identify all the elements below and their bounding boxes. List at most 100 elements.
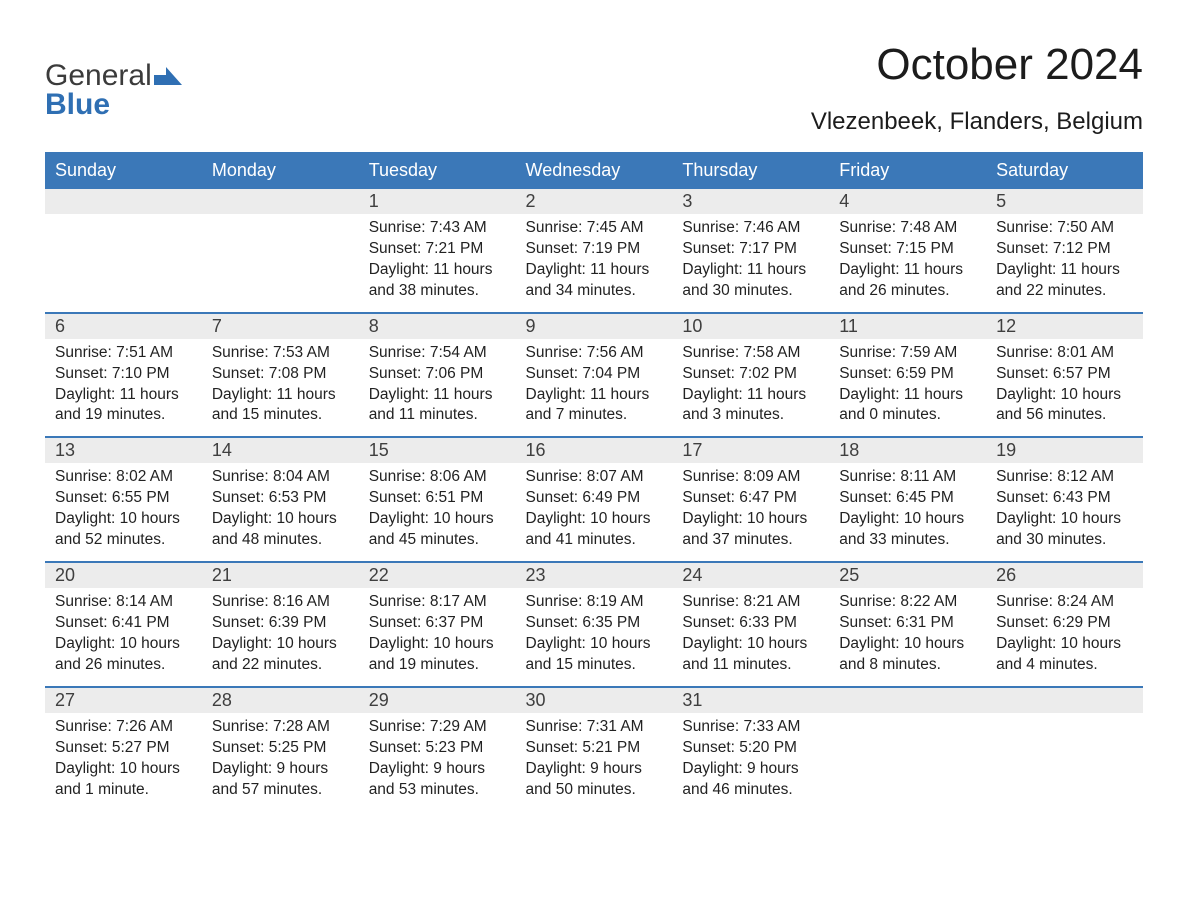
day-number-cell: 1 xyxy=(359,188,516,214)
sunrise-text: Sunrise: 7:50 AM xyxy=(996,218,1133,239)
daylight-text-2: and 41 minutes. xyxy=(526,530,663,551)
day-body-cell: Sunrise: 7:59 AMSunset: 6:59 PMDaylight:… xyxy=(829,339,986,438)
sunrise-text: Sunrise: 8:07 AM xyxy=(526,467,663,488)
sunset-text: Sunset: 6:49 PM xyxy=(526,488,663,509)
daylight-text-2: and 22 minutes. xyxy=(996,281,1133,302)
sunset-text: Sunset: 6:41 PM xyxy=(55,613,192,634)
day-number-cell xyxy=(202,188,359,214)
daylight-text-1: Daylight: 10 hours xyxy=(996,385,1133,406)
day-number: 8 xyxy=(369,316,379,336)
day-body-cell: Sunrise: 7:54 AMSunset: 7:06 PMDaylight:… xyxy=(359,339,516,438)
logo-text: General Blue xyxy=(45,62,182,119)
sunrise-text: Sunrise: 8:16 AM xyxy=(212,592,349,613)
day-body-cell: Sunrise: 7:46 AMSunset: 7:17 PMDaylight:… xyxy=(672,214,829,313)
daylight-text-1: Daylight: 10 hours xyxy=(682,509,819,530)
sunset-text: Sunset: 6:39 PM xyxy=(212,613,349,634)
sunrise-text: Sunrise: 7:28 AM xyxy=(212,717,349,738)
sunset-text: Sunset: 6:59 PM xyxy=(839,364,976,385)
page-title: October 2024 xyxy=(811,40,1143,90)
day-body-row: Sunrise: 7:43 AMSunset: 7:21 PMDaylight:… xyxy=(45,214,1143,313)
daylight-text-2: and 4 minutes. xyxy=(996,655,1133,676)
sunrise-text: Sunrise: 7:59 AM xyxy=(839,343,976,364)
daylight-text-2: and 3 minutes. xyxy=(682,405,819,426)
day-body-cell: Sunrise: 7:29 AMSunset: 5:23 PMDaylight:… xyxy=(359,713,516,811)
day-number: 14 xyxy=(212,440,232,460)
day-body-cell: Sunrise: 7:28 AMSunset: 5:25 PMDaylight:… xyxy=(202,713,359,811)
title-block: October 2024 Vlezenbeek, Flanders, Belgi… xyxy=(811,40,1143,146)
daylight-text-1: Daylight: 10 hours xyxy=(682,634,819,655)
day-number: 16 xyxy=(526,440,546,460)
daylight-text-2: and 57 minutes. xyxy=(212,780,349,801)
sunrise-text: Sunrise: 8:24 AM xyxy=(996,592,1133,613)
daylight-text-1: Daylight: 10 hours xyxy=(839,509,976,530)
sunrise-text: Sunrise: 7:53 AM xyxy=(212,343,349,364)
daylight-text-1: Daylight: 9 hours xyxy=(682,759,819,780)
day-number-cell: 14 xyxy=(202,437,359,463)
daylight-text-2: and 19 minutes. xyxy=(369,655,506,676)
daylight-text-2: and 0 minutes. xyxy=(839,405,976,426)
day-number: 29 xyxy=(369,690,389,710)
day-body-cell: Sunrise: 8:19 AMSunset: 6:35 PMDaylight:… xyxy=(516,588,673,687)
daylight-text-1: Daylight: 11 hours xyxy=(526,385,663,406)
weekday-header: Monday xyxy=(202,153,359,188)
daylight-text-2: and 34 minutes. xyxy=(526,281,663,302)
sunset-text: Sunset: 7:08 PM xyxy=(212,364,349,385)
day-number-cell: 12 xyxy=(986,313,1143,339)
daylight-text-1: Daylight: 11 hours xyxy=(369,260,506,281)
day-number-cell: 21 xyxy=(202,562,359,588)
sunset-text: Sunset: 5:20 PM xyxy=(682,738,819,759)
day-number-cell: 10 xyxy=(672,313,829,339)
daylight-text-2: and 7 minutes. xyxy=(526,405,663,426)
daylight-text-1: Daylight: 10 hours xyxy=(369,509,506,530)
day-number: 21 xyxy=(212,565,232,585)
sunset-text: Sunset: 6:53 PM xyxy=(212,488,349,509)
sunset-text: Sunset: 7:10 PM xyxy=(55,364,192,385)
day-number-cell: 8 xyxy=(359,313,516,339)
day-number-cell: 30 xyxy=(516,687,673,713)
day-body-cell: Sunrise: 7:56 AMSunset: 7:04 PMDaylight:… xyxy=(516,339,673,438)
daylight-text-1: Daylight: 11 hours xyxy=(212,385,349,406)
sunset-text: Sunset: 5:25 PM xyxy=(212,738,349,759)
sunrise-text: Sunrise: 7:58 AM xyxy=(682,343,819,364)
daylight-text-1: Daylight: 11 hours xyxy=(369,385,506,406)
daylight-text-1: Daylight: 11 hours xyxy=(682,260,819,281)
day-number: 9 xyxy=(526,316,536,336)
day-number-cell: 20 xyxy=(45,562,202,588)
weekday-header: Friday xyxy=(829,153,986,188)
day-number-cell: 2 xyxy=(516,188,673,214)
sunset-text: Sunset: 6:35 PM xyxy=(526,613,663,634)
sunrise-text: Sunrise: 7:54 AM xyxy=(369,343,506,364)
day-number-cell: 24 xyxy=(672,562,829,588)
sunset-text: Sunset: 6:45 PM xyxy=(839,488,976,509)
sunrise-text: Sunrise: 7:46 AM xyxy=(682,218,819,239)
logo-word-2: Blue xyxy=(45,88,110,121)
day-number-cell: 7 xyxy=(202,313,359,339)
day-body-cell: Sunrise: 7:48 AMSunset: 7:15 PMDaylight:… xyxy=(829,214,986,313)
sunrise-text: Sunrise: 8:02 AM xyxy=(55,467,192,488)
daynum-row: 20212223242526 xyxy=(45,562,1143,588)
day-body-cell: Sunrise: 8:22 AMSunset: 6:31 PMDaylight:… xyxy=(829,588,986,687)
daylight-text-2: and 15 minutes. xyxy=(212,405,349,426)
day-number: 10 xyxy=(682,316,702,336)
sunset-text: Sunset: 5:23 PM xyxy=(369,738,506,759)
sunset-text: Sunset: 7:15 PM xyxy=(839,239,976,260)
day-number-cell: 15 xyxy=(359,437,516,463)
day-number: 15 xyxy=(369,440,389,460)
day-body-cell: Sunrise: 7:58 AMSunset: 7:02 PMDaylight:… xyxy=(672,339,829,438)
daylight-text-2: and 38 minutes. xyxy=(369,281,506,302)
day-body-cell: Sunrise: 7:51 AMSunset: 7:10 PMDaylight:… xyxy=(45,339,202,438)
daylight-text-1: Daylight: 10 hours xyxy=(212,634,349,655)
day-body-cell xyxy=(202,214,359,313)
daylight-text-1: Daylight: 10 hours xyxy=(55,634,192,655)
day-body-cell: Sunrise: 8:21 AMSunset: 6:33 PMDaylight:… xyxy=(672,588,829,687)
day-number: 20 xyxy=(55,565,75,585)
daylight-text-2: and 8 minutes. xyxy=(839,655,976,676)
daylight-text-1: Daylight: 11 hours xyxy=(996,260,1133,281)
day-number: 24 xyxy=(682,565,702,585)
day-body-cell: Sunrise: 8:24 AMSunset: 6:29 PMDaylight:… xyxy=(986,588,1143,687)
daylight-text-2: and 33 minutes. xyxy=(839,530,976,551)
day-number-cell: 13 xyxy=(45,437,202,463)
day-number-cell: 22 xyxy=(359,562,516,588)
sunset-text: Sunset: 6:51 PM xyxy=(369,488,506,509)
day-body-row: Sunrise: 7:26 AMSunset: 5:27 PMDaylight:… xyxy=(45,713,1143,811)
